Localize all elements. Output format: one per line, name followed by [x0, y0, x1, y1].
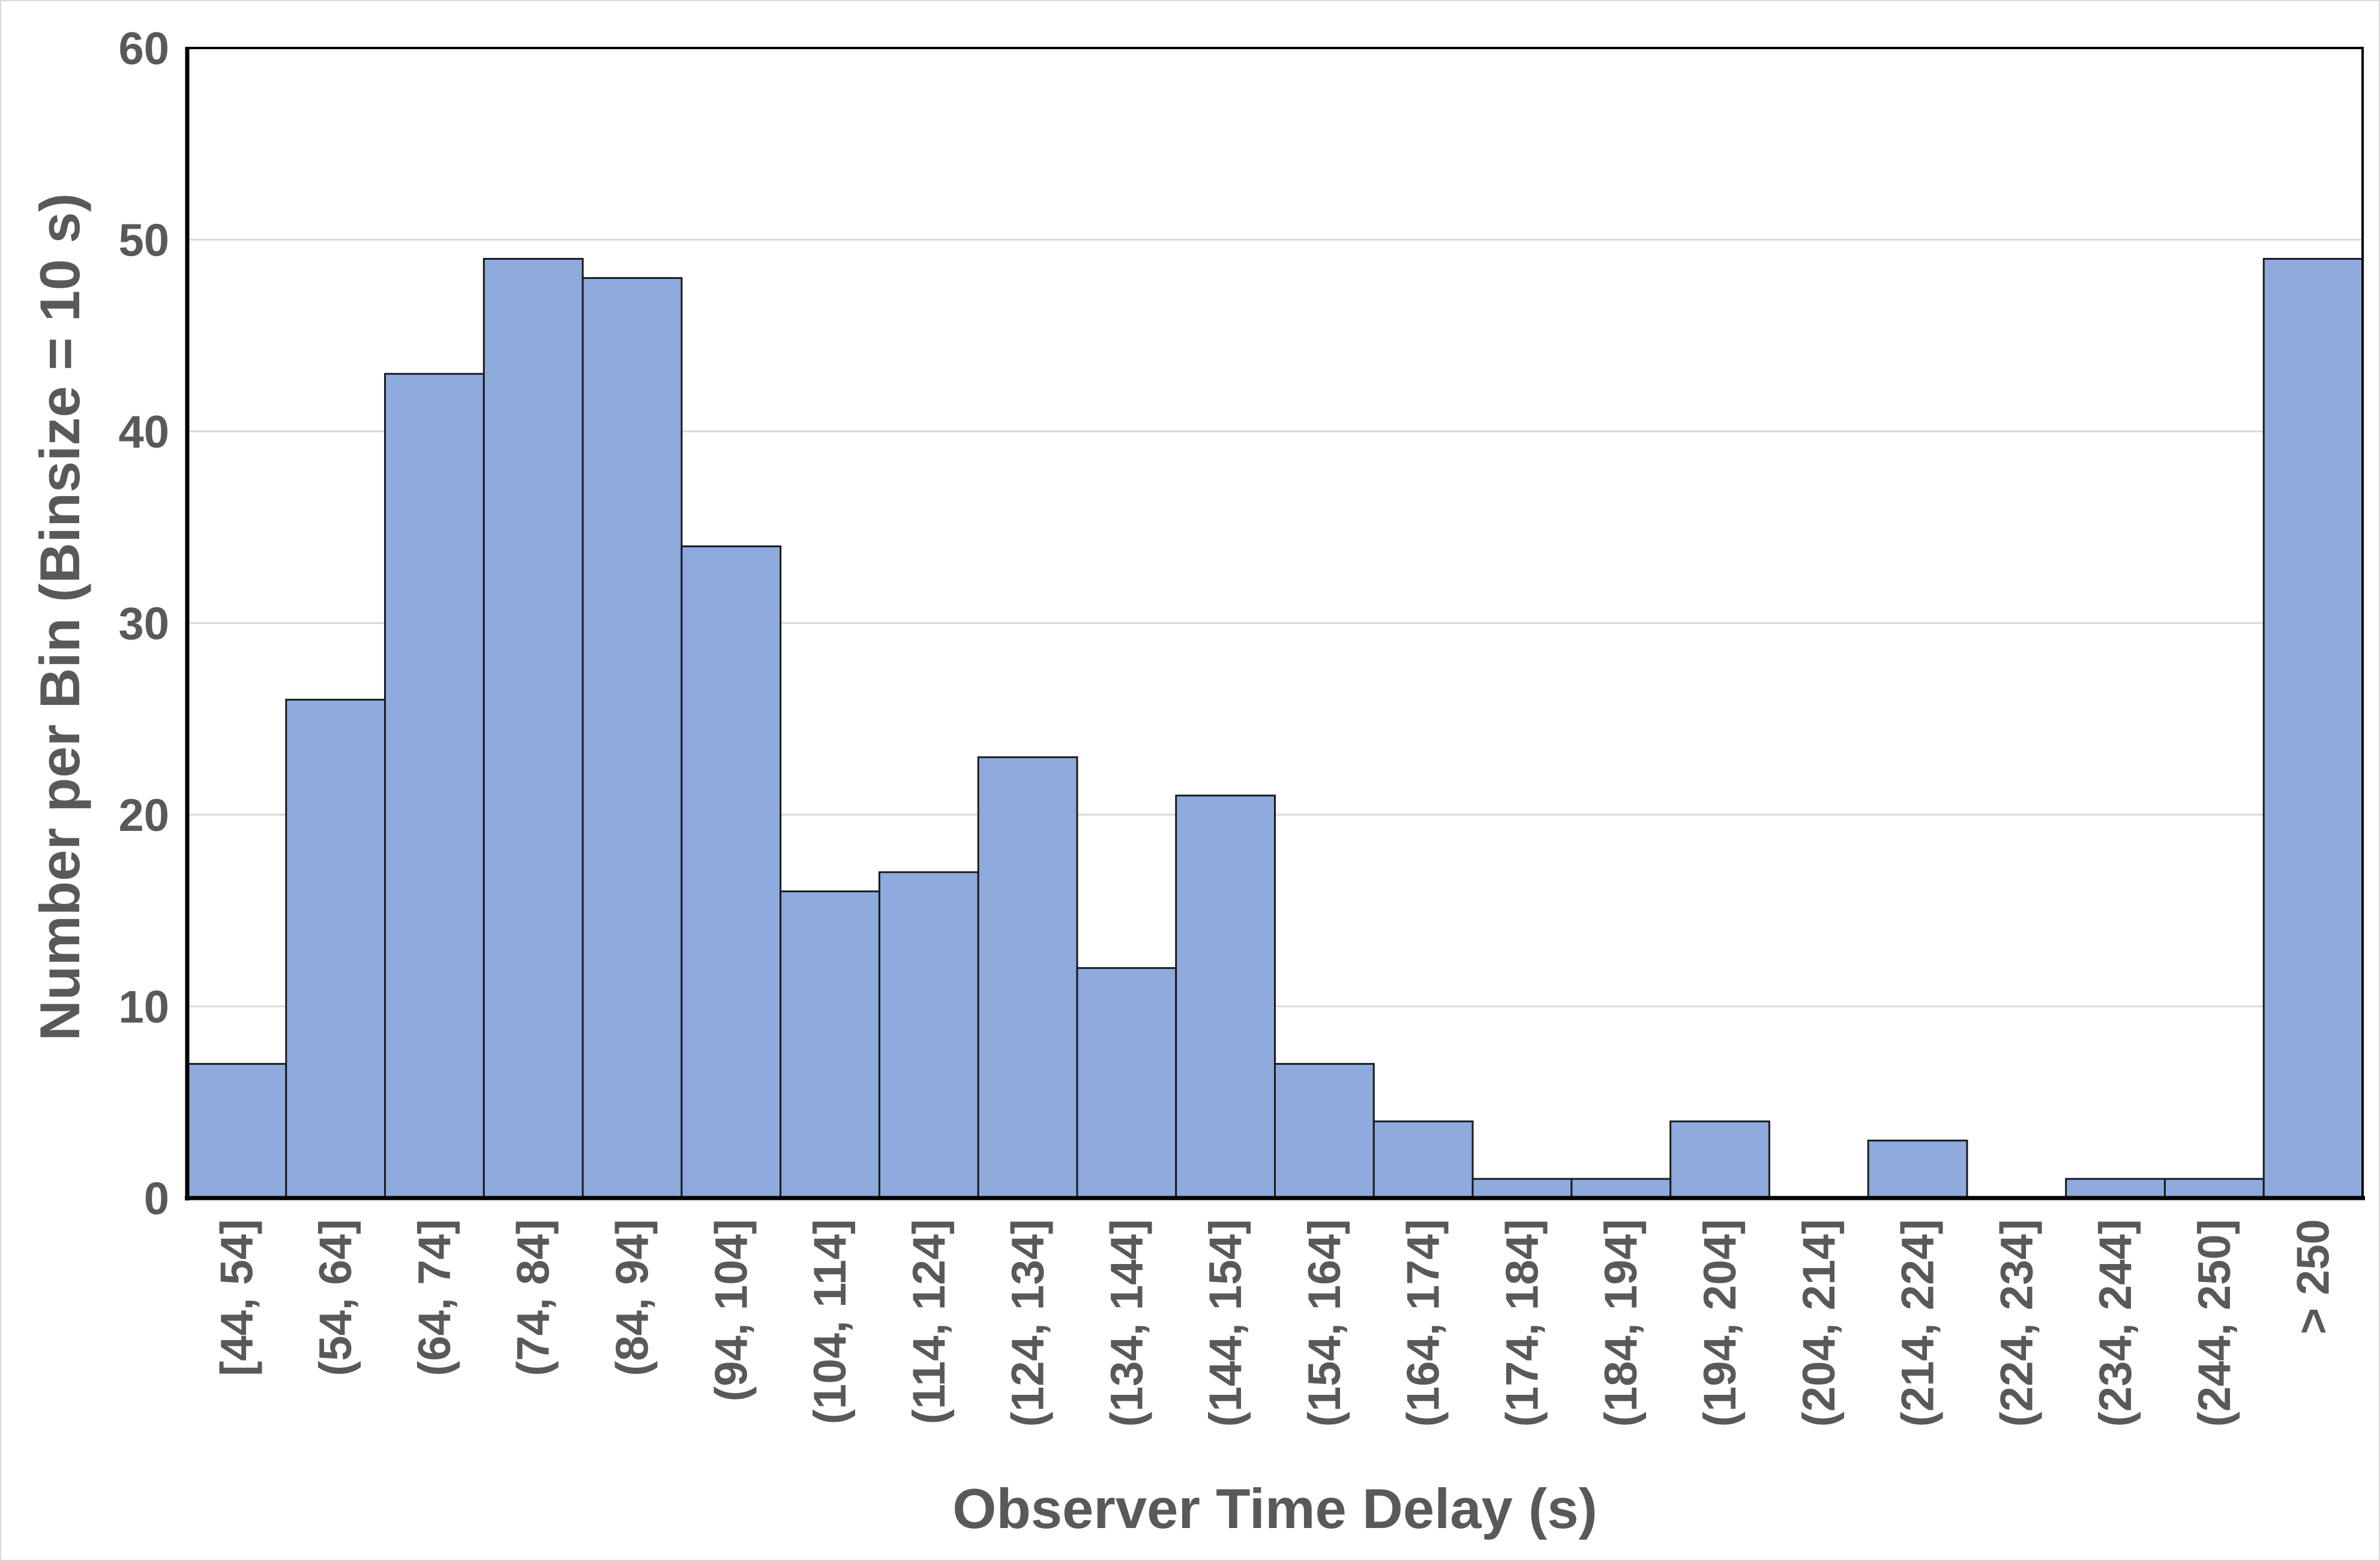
x-tick-label: (244, 250] — [2189, 1219, 2240, 1427]
bar — [186, 1062, 287, 1199]
x-tick-label: (84, 94] — [607, 1219, 658, 1376]
x-tick-label: [44, 54] — [211, 1219, 262, 1376]
x-tick-label: (204, 214] — [1794, 1219, 1845, 1427]
bar — [1669, 1120, 1770, 1199]
y-axis-title: Number per Bin (Binsize = 10 s) — [28, 193, 91, 1041]
bar — [1867, 1139, 1968, 1199]
x-tick-label: (74, 84] — [508, 1219, 559, 1376]
x-tick-label: > 250 — [2288, 1219, 2339, 1334]
x-tick-label: (144, 154] — [1200, 1219, 1251, 1427]
x-tick-label: (94, 104] — [706, 1219, 757, 1401]
x-tick-label: (214, 224] — [1893, 1219, 1944, 1427]
x-tick-label: (114, 124] — [904, 1219, 955, 1424]
bar — [384, 373, 485, 1199]
bar — [1175, 794, 1276, 1199]
x-tick-label: (164, 174] — [1398, 1219, 1449, 1427]
x-axis-title: Observer Time Delay (s) — [952, 1477, 1597, 1540]
y-tick-label: 20 — [118, 790, 169, 841]
x-tick-label: (104, 114] — [805, 1219, 856, 1424]
bar — [1076, 967, 1177, 1199]
x-tick-label: (124, 134] — [1003, 1219, 1054, 1427]
bar — [977, 756, 1078, 1199]
bar — [581, 277, 683, 1199]
bars — [186, 257, 2364, 1199]
x-tick-label: (184, 194] — [1596, 1219, 1647, 1427]
bar — [2262, 257, 2364, 1199]
bar — [1471, 1178, 1573, 1199]
bar — [878, 871, 979, 1199]
axes — [185, 47, 2365, 1200]
x-tick-label: (134, 144] — [1101, 1219, 1152, 1427]
y-tick-label: 0 — [144, 1173, 169, 1224]
y-tick-label: 60 — [118, 23, 169, 74]
bar — [285, 698, 386, 1199]
x-tick-label: (224, 234] — [1991, 1219, 2042, 1427]
x-tick-labels: [44, 54] (54, 64] (64, 74] (74, 84] (84, 94]… — [211, 1219, 2339, 1427]
x-tick-label: (234, 244] — [2090, 1219, 2141, 1427]
bar — [780, 890, 880, 1199]
bar — [681, 545, 782, 1199]
bar — [1372, 1120, 1474, 1199]
x-tick-label: (54, 64] — [310, 1219, 361, 1376]
y-tick-label: 30 — [118, 599, 169, 650]
bar — [1570, 1178, 1672, 1199]
x-tick-label: (64, 74] — [409, 1219, 460, 1376]
y-tick-label: 40 — [118, 407, 169, 458]
bar — [2065, 1178, 2166, 1199]
bar — [2163, 1178, 2265, 1199]
y-tick-labels: 0 10 20 30 40 50 60 — [118, 23, 169, 1224]
x-tick-label: (154, 164] — [1299, 1219, 1350, 1427]
bar — [482, 257, 584, 1199]
x-tick-label: (174, 184] — [1497, 1219, 1548, 1427]
y-tick-label: 50 — [118, 215, 169, 266]
x-tick-label: (194, 204] — [1695, 1219, 1746, 1427]
bar — [1274, 1062, 1375, 1199]
y-tick-label: 10 — [118, 982, 169, 1033]
